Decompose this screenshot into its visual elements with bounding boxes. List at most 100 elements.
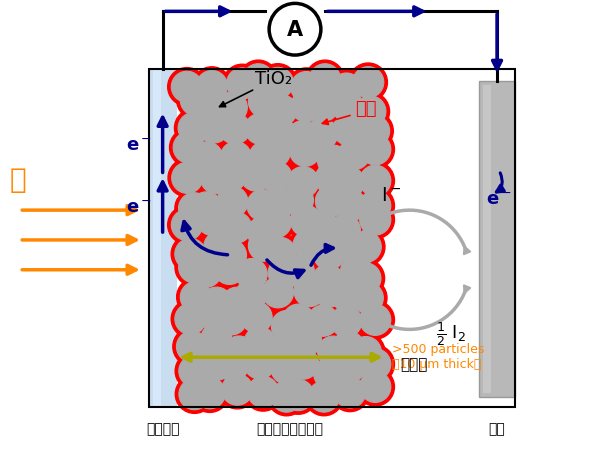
Circle shape bbox=[248, 86, 280, 117]
Circle shape bbox=[329, 87, 367, 126]
Circle shape bbox=[312, 182, 350, 220]
Circle shape bbox=[307, 91, 338, 122]
Circle shape bbox=[210, 249, 248, 288]
Circle shape bbox=[355, 112, 394, 150]
Bar bbox=[479, 81, 515, 397]
Circle shape bbox=[196, 70, 228, 102]
Circle shape bbox=[241, 323, 279, 362]
Circle shape bbox=[260, 207, 291, 238]
Circle shape bbox=[173, 328, 211, 366]
Circle shape bbox=[232, 255, 271, 293]
Circle shape bbox=[310, 273, 348, 311]
Circle shape bbox=[218, 371, 257, 409]
Circle shape bbox=[287, 68, 326, 106]
Circle shape bbox=[214, 253, 245, 285]
Circle shape bbox=[219, 332, 258, 371]
Circle shape bbox=[171, 71, 202, 103]
Circle shape bbox=[247, 217, 278, 248]
Circle shape bbox=[221, 287, 253, 318]
Bar bbox=[149, 69, 515, 407]
Circle shape bbox=[309, 381, 340, 412]
Circle shape bbox=[283, 256, 314, 287]
Circle shape bbox=[257, 185, 296, 224]
Circle shape bbox=[217, 138, 255, 176]
Circle shape bbox=[349, 279, 387, 317]
Text: $\mathsf{\frac{1}{2}}$ I$_2$: $\mathsf{\frac{1}{2}}$ I$_2$ bbox=[436, 321, 466, 348]
Circle shape bbox=[331, 73, 362, 104]
Circle shape bbox=[216, 92, 247, 123]
Circle shape bbox=[175, 375, 214, 413]
Circle shape bbox=[201, 163, 232, 194]
Circle shape bbox=[310, 235, 348, 274]
Circle shape bbox=[237, 156, 275, 195]
Circle shape bbox=[313, 276, 345, 307]
Circle shape bbox=[356, 187, 395, 225]
Circle shape bbox=[175, 109, 213, 147]
Circle shape bbox=[353, 67, 384, 98]
Circle shape bbox=[303, 208, 342, 246]
Circle shape bbox=[336, 350, 367, 381]
Circle shape bbox=[265, 118, 296, 149]
Circle shape bbox=[243, 186, 281, 225]
Circle shape bbox=[240, 344, 279, 383]
Circle shape bbox=[314, 141, 352, 180]
Circle shape bbox=[175, 189, 214, 227]
Circle shape bbox=[271, 353, 302, 384]
Circle shape bbox=[193, 201, 231, 239]
Text: 電解液: 電解液 bbox=[401, 357, 428, 372]
Circle shape bbox=[314, 358, 345, 389]
Circle shape bbox=[312, 159, 350, 198]
Circle shape bbox=[279, 376, 317, 414]
Text: 酸化チタン多孔膜: 酸化チタン多孔膜 bbox=[257, 422, 323, 436]
Circle shape bbox=[360, 349, 391, 380]
Circle shape bbox=[360, 204, 391, 235]
Circle shape bbox=[294, 275, 325, 307]
Circle shape bbox=[303, 115, 342, 153]
Circle shape bbox=[262, 67, 293, 98]
Circle shape bbox=[314, 333, 352, 371]
Circle shape bbox=[176, 278, 215, 316]
Circle shape bbox=[304, 302, 342, 340]
Circle shape bbox=[169, 128, 208, 167]
Circle shape bbox=[327, 69, 366, 108]
Circle shape bbox=[237, 298, 276, 337]
Bar bbox=[153, 69, 160, 407]
Circle shape bbox=[309, 64, 340, 95]
Circle shape bbox=[247, 189, 278, 221]
Circle shape bbox=[188, 138, 227, 176]
Circle shape bbox=[214, 346, 252, 385]
Circle shape bbox=[269, 3, 321, 55]
Text: I$^-$: I$^-$ bbox=[381, 186, 402, 205]
Circle shape bbox=[187, 188, 225, 226]
Circle shape bbox=[267, 377, 306, 416]
Circle shape bbox=[263, 277, 294, 308]
Circle shape bbox=[204, 231, 235, 262]
Bar bbox=[483, 85, 491, 393]
Circle shape bbox=[198, 97, 230, 128]
Circle shape bbox=[200, 228, 238, 266]
Text: e$^-$: e$^-$ bbox=[486, 191, 512, 209]
Circle shape bbox=[201, 349, 232, 380]
Circle shape bbox=[290, 325, 322, 356]
Circle shape bbox=[197, 159, 235, 197]
Circle shape bbox=[195, 108, 233, 147]
Circle shape bbox=[171, 209, 202, 241]
Circle shape bbox=[268, 257, 299, 288]
Circle shape bbox=[335, 135, 373, 173]
Circle shape bbox=[309, 261, 347, 299]
Circle shape bbox=[181, 281, 211, 313]
Circle shape bbox=[193, 67, 231, 105]
Circle shape bbox=[178, 112, 209, 144]
Circle shape bbox=[329, 328, 368, 366]
Circle shape bbox=[168, 67, 206, 106]
Circle shape bbox=[339, 139, 370, 170]
Circle shape bbox=[346, 228, 385, 266]
Circle shape bbox=[316, 186, 346, 217]
Circle shape bbox=[356, 201, 395, 239]
Circle shape bbox=[195, 94, 234, 132]
Circle shape bbox=[245, 138, 284, 176]
Circle shape bbox=[356, 130, 395, 169]
Circle shape bbox=[327, 302, 366, 340]
Circle shape bbox=[337, 251, 375, 289]
Circle shape bbox=[306, 60, 344, 98]
